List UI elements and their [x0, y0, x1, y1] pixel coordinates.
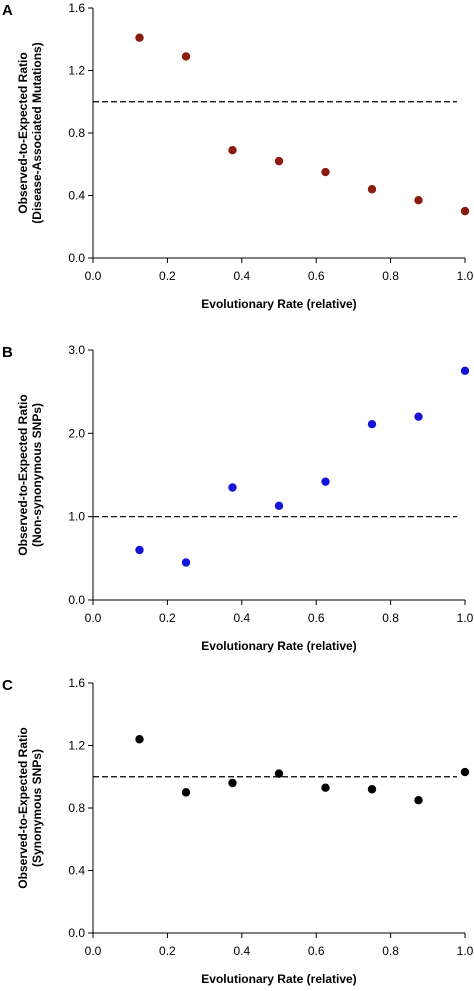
y-tick-label: 1.2 — [68, 64, 85, 78]
data-point — [181, 788, 191, 797]
y-tick-label: 0.0 — [68, 593, 85, 607]
y-tick-label: 1.6 — [68, 676, 85, 690]
y-axis-label-line: (Disease-Associated Mutations) — [30, 42, 44, 223]
data-point — [274, 501, 284, 511]
x-tick-label: 0.6 — [308, 269, 325, 283]
data-point — [367, 419, 377, 429]
panel-letter: C — [2, 677, 13, 694]
data-point — [460, 206, 470, 216]
chart-panel-a: A 0.0 0.4 0.8 1.2 1.6 0.0 0.2 0.4 0.6 0.8 1.0 Evolut… — [2, 1, 474, 311]
chart-panel-b: B 0.0 1.0 2.0 3.0 0.0 0.2 0.4 0.6 0.8 1.0 Evolution… — [2, 343, 474, 653]
x-tick-label: 0.0 — [85, 269, 102, 283]
x-tick-label: 0.8 — [382, 269, 399, 283]
panel-letter: A — [2, 2, 13, 19]
data-point — [367, 185, 377, 194]
data-point — [321, 477, 330, 486]
x-axis-label: Evolutionary Rate (relative) — [201, 297, 356, 311]
data-point — [321, 167, 330, 177]
chart-panel-c: C 0.0 0.4 0.8 1.2 1.6 0.0 0.2 0.4 0.6 0.8 1.0 Evolut… — [2, 676, 474, 986]
x-tick-label: 1.0 — [457, 944, 474, 958]
y-tick-label: 1.0 — [68, 510, 85, 524]
x-axis-label: Evolutionary Rate (relative) — [201, 972, 356, 986]
data-point — [228, 145, 237, 155]
x-tick-label: 0.6 — [308, 611, 325, 625]
x-tick-label: 0.8 — [382, 611, 399, 625]
y-tick-label: 3.0 — [68, 343, 85, 357]
data-point — [181, 558, 191, 567]
panel-letter: B — [2, 344, 13, 361]
x-tick-label: 1.0 — [457, 269, 474, 283]
x-tick-label: 0.4 — [233, 611, 250, 625]
data-point — [135, 735, 144, 744]
y-tick-label: 0.4 — [68, 189, 85, 203]
data-point — [460, 366, 470, 376]
data-point — [414, 412, 423, 421]
y-axis-label-line: (Non-synonymous SNPs) — [30, 403, 44, 547]
y-tick-label: 0.0 — [68, 926, 85, 940]
x-tick-label: 0.0 — [85, 944, 102, 958]
x-tick-label: 0.6 — [308, 944, 325, 958]
y-axis-label-line: Observed-to-Expected Ratio — [16, 394, 30, 555]
x-tick-label: 0.2 — [159, 944, 176, 958]
x-tick-label: 0.8 — [382, 944, 399, 958]
y-axis-label: Observed-to-Expected Ratio(Non-synonymou… — [16, 394, 44, 555]
x-tick-label: 0.4 — [233, 944, 250, 958]
y-tick-label: 0.8 — [68, 126, 85, 140]
data-point — [135, 33, 144, 42]
x-tick-label: 1.0 — [457, 611, 474, 625]
y-tick-label: 0.0 — [68, 251, 85, 265]
y-tick-label: 1.2 — [68, 739, 85, 753]
y-axis-label-line: Observed-to-Expected Ratio — [16, 52, 30, 213]
data-point — [135, 545, 144, 555]
data-point — [321, 783, 330, 792]
x-tick-label: 0.0 — [85, 611, 102, 625]
data-point — [274, 156, 284, 166]
x-tick-label: 0.2 — [159, 611, 176, 625]
y-axis-label: Observed-to-Expected Ratio(Disease-Assoc… — [16, 42, 44, 223]
x-axis-label: Evolutionary Rate (relative) — [201, 639, 356, 653]
data-point — [414, 795, 423, 805]
data-point — [274, 769, 284, 778]
y-tick-label: 0.4 — [68, 864, 85, 878]
data-point — [367, 785, 377, 794]
data-point — [460, 767, 470, 777]
y-axis-label-line: (Synonymous SNPs) — [30, 749, 44, 867]
y-tick-label: 2.0 — [68, 426, 85, 440]
y-tick-label: 0.8 — [68, 801, 85, 815]
data-point — [414, 195, 423, 205]
y-axis-label: Observed-to-Expected Ratio(Synonymous SN… — [16, 727, 44, 888]
x-tick-label: 0.2 — [159, 269, 176, 283]
y-tick-label: 1.6 — [68, 1, 85, 15]
y-axis-label-line: Observed-to-Expected Ratio — [16, 727, 30, 888]
data-point — [181, 52, 191, 61]
data-point — [228, 483, 237, 492]
data-point — [228, 778, 237, 788]
x-tick-label: 0.4 — [233, 269, 250, 283]
